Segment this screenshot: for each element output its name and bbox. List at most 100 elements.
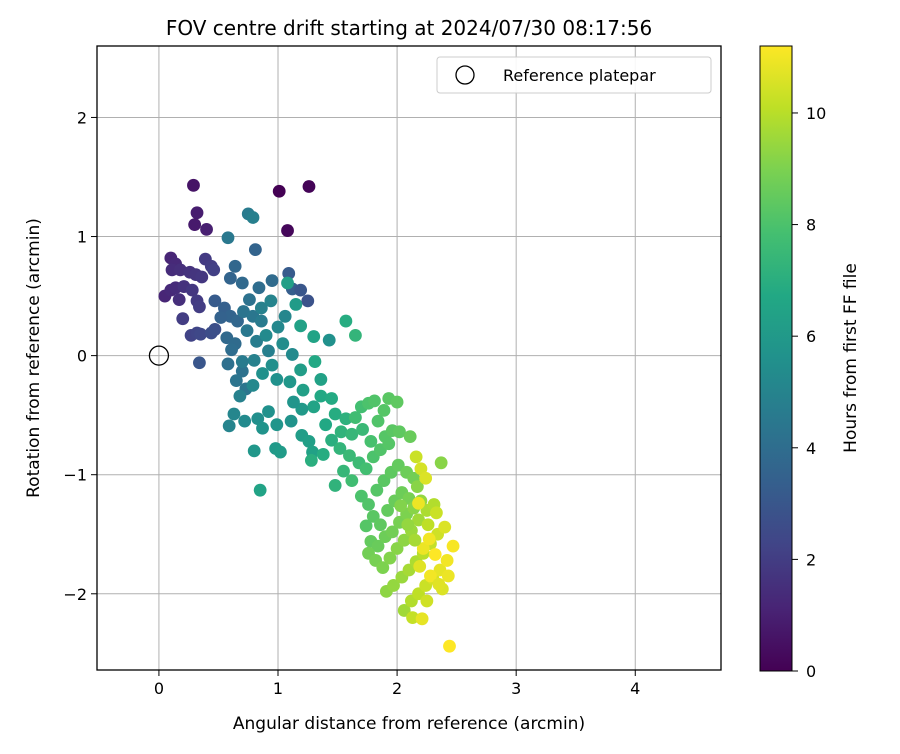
data-point (188, 218, 202, 232)
data-point (391, 458, 405, 472)
y-axis-label: Rotation from reference (arcmin) (24, 218, 44, 498)
data-point (374, 518, 387, 532)
colorbar-tick-label: 0 (806, 662, 816, 681)
colorbar: 0 2 4 6 8 10 Hours from first FF file (759, 45, 861, 681)
data-point (349, 328, 362, 342)
data-point (339, 412, 353, 426)
data-point (387, 579, 400, 592)
data-point (368, 394, 381, 408)
data-point (185, 283, 199, 297)
data-point (285, 348, 299, 361)
data-point (319, 418, 333, 432)
data-point (412, 587, 425, 601)
x-axis-label: Angular distance from reference (arcmin) (233, 714, 585, 734)
data-point (294, 363, 308, 377)
data-point (354, 489, 368, 503)
y-tick-label: −2 (63, 585, 87, 604)
data-point (314, 389, 328, 403)
data-point (371, 414, 385, 428)
x-axis-ticks: 0 1 2 3 4 (154, 670, 640, 698)
legend-label: Reference platepar (503, 66, 656, 85)
data-point (307, 400, 321, 414)
data-point (294, 319, 308, 333)
data-point (172, 293, 186, 307)
colorbar-tick-label: 4 (806, 439, 816, 458)
data-point (233, 389, 247, 403)
data-point (443, 639, 456, 653)
data-point (370, 483, 384, 497)
data-point (278, 309, 292, 323)
colorbar-tick-label: 6 (806, 327, 816, 346)
x-tick-label: 1 (273, 679, 283, 698)
data-point (322, 333, 336, 347)
data-point (246, 211, 260, 224)
data-point (424, 569, 437, 583)
data-point (397, 604, 411, 617)
data-point (207, 263, 221, 277)
data-point (364, 434, 378, 448)
data-point (250, 334, 263, 348)
y-tick-label: 0 (77, 347, 87, 366)
data-point (343, 449, 356, 463)
y-tick-label: 2 (77, 108, 87, 127)
data-point (262, 405, 275, 418)
data-point (193, 356, 206, 370)
data-point (187, 178, 200, 192)
data-point (225, 343, 238, 357)
data-point (428, 548, 442, 561)
data-point (176, 312, 190, 326)
data-point (446, 539, 460, 553)
data-point (359, 462, 373, 476)
legend: Reference platepar (436, 56, 712, 94)
data-point (307, 330, 321, 343)
data-point (377, 474, 391, 488)
data-point (272, 184, 286, 198)
data-point (412, 513, 425, 527)
data-point (254, 301, 268, 315)
data-point (345, 427, 359, 441)
data-point (410, 480, 424, 494)
x-tick-label: 4 (630, 679, 640, 698)
x-tick-label: 3 (511, 679, 521, 698)
data-point (271, 320, 285, 334)
data-point (247, 444, 261, 458)
data-point (221, 357, 235, 371)
data-point (265, 274, 279, 287)
data-point (231, 314, 244, 328)
data-point (304, 454, 318, 467)
data-point (316, 448, 330, 461)
data-point (416, 542, 430, 555)
data-point (413, 559, 427, 573)
data-point (246, 378, 260, 392)
colorbar-gradient (759, 45, 793, 672)
data-point (190, 206, 204, 220)
data-point (294, 283, 308, 297)
data-point (281, 224, 294, 237)
data-point (328, 479, 342, 492)
data-point (377, 403, 391, 417)
data-point (222, 419, 236, 433)
data-point (253, 483, 267, 497)
data-point (390, 542, 404, 555)
data-point (256, 421, 269, 435)
data-point (194, 327, 208, 341)
plot-frame (96, 45, 722, 671)
data-point (214, 311, 228, 324)
data-point (429, 506, 443, 520)
colorbar-tick-label: 10 (806, 104, 826, 123)
data-point (251, 412, 265, 426)
data-point (441, 569, 455, 583)
reference-marker-layer (148, 345, 170, 366)
data-point (237, 305, 250, 318)
data-point (301, 294, 315, 308)
data-point (402, 563, 416, 577)
y-tick-label: −1 (63, 466, 87, 485)
legend-open-circle-marker (455, 65, 475, 85)
data-point (289, 298, 303, 311)
colorbar-ticks: 0 2 4 6 8 10 (792, 104, 826, 681)
data-point (270, 373, 284, 386)
colorbar-tick-label: 8 (806, 216, 816, 235)
data-point (422, 532, 436, 546)
